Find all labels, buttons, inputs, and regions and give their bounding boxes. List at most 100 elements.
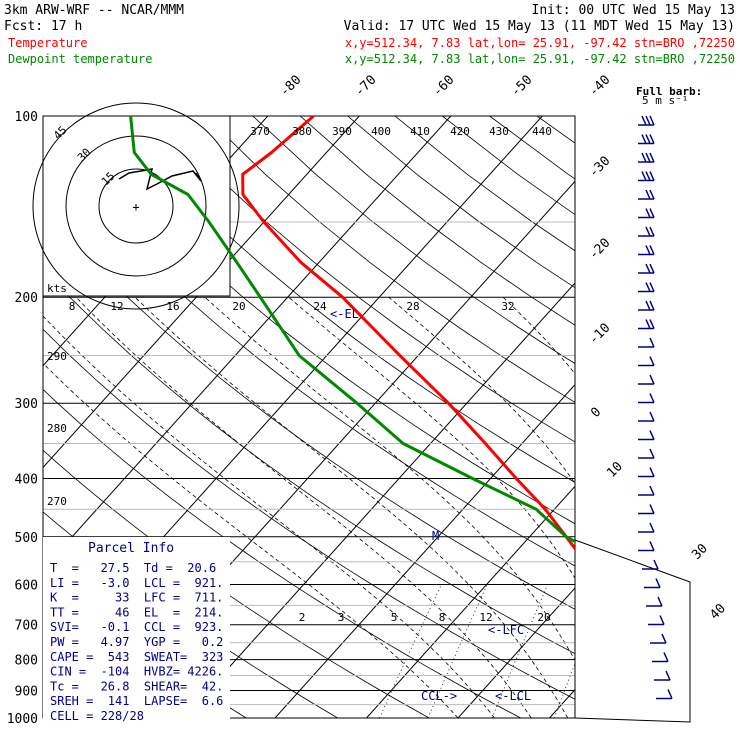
lcl-annotation: <-LCL — [495, 689, 531, 703]
speed-label: 8 — [69, 300, 76, 313]
wind-barb-icon — [644, 578, 661, 589]
theta-label: 410 — [410, 125, 430, 138]
parcel-info-row: T = 27.5 Td = 20.6 — [50, 561, 216, 575]
isotherm-line — [183, 282, 575, 718]
wind-barb-icon — [638, 300, 655, 311]
speed-label: 16 — [166, 300, 179, 313]
plus-icon: + — [132, 200, 139, 214]
isotherm-line — [43, 116, 452, 570]
isotherm-label: -70 — [352, 73, 379, 100]
isotherm-label: -10 — [586, 321, 613, 348]
dry-adiabat-line — [394, 116, 575, 252]
model-title: 3km ARW-WRF -- NCAR/MMM — [4, 3, 184, 18]
dry-adiabat-line — [205, 116, 575, 403]
el-annotation: <-EL — [330, 307, 359, 321]
parcel-info-row: TT = 46 EL = 214. — [50, 605, 223, 619]
isotherm-label: 10 — [604, 459, 626, 481]
wind-barb-icon — [638, 115, 655, 126]
mixing-ratio-label: 2 — [299, 611, 306, 624]
isotherm-label: -20 — [586, 236, 613, 263]
dewpoint-profile — [129, 116, 575, 544]
wind-barb-icon — [656, 689, 673, 700]
moist-adiabat-line — [134, 296, 569, 718]
temperature-legend: Temperature — [8, 36, 87, 50]
barb-panel-outline — [574, 539, 691, 723]
dry-adiabat-line — [584, 116, 740, 718]
wind-barb-column — [638, 115, 673, 700]
pressure-label: 300 — [15, 397, 38, 412]
parcel-info-row: CIN = -104 HVBZ= 4226. — [50, 665, 223, 679]
wind-barb-icon — [638, 356, 655, 367]
wind-barb-icon — [650, 633, 667, 644]
theta-label: 380 — [292, 125, 312, 138]
mixing-ratio-line — [684, 584, 729, 718]
mixing-ratio-label: 12 — [479, 611, 492, 624]
pressure-label: 800 — [15, 654, 38, 669]
pressure-label: 400 — [15, 472, 38, 487]
wind-barb-icon — [638, 430, 655, 441]
speed-label: 20 — [232, 300, 245, 313]
barb-key-line1: Full barb: — [636, 85, 702, 98]
wind-barb-icon — [638, 467, 655, 478]
wind-barb-icon — [638, 541, 655, 552]
pressure-label: 1000 — [7, 712, 38, 727]
dewpoint-legend: Dewpoint temperature — [8, 52, 153, 66]
pressure-label: 500 — [15, 531, 38, 546]
hodograph-trace — [118, 168, 202, 191]
speed-label: 12 — [110, 300, 123, 313]
dewpoint-location: x,y=512.34, 7.83 lat,lon= 25.91, -97.42 … — [345, 52, 735, 66]
moist-adiabat-line — [43, 362, 459, 718]
moist-adiabat-line — [388, 296, 575, 485]
wind-barb-icon — [642, 559, 659, 570]
pressure-label: 900 — [15, 684, 38, 699]
theta-e-label: 290 — [47, 350, 67, 363]
temperature-profile — [241, 116, 575, 552]
hodograph-ring — [65, 135, 207, 277]
mixing-ratio-line — [610, 584, 659, 718]
parcel-info-row: SVI= -0.1 CCL = 923. — [50, 620, 223, 634]
theta-label: 440 — [532, 125, 552, 138]
theta-label: 400 — [371, 125, 391, 138]
parcel-info-row: SREH = 141 LAPSE= 6.6 — [50, 694, 223, 708]
dry-adiabat-line — [442, 116, 575, 216]
hodograph-ring — [32, 102, 240, 310]
wind-barb-icon — [638, 393, 655, 404]
moist-adiabat-line — [719, 297, 740, 718]
isotherm-line — [274, 383, 575, 718]
hodograph-ring — [98, 168, 174, 244]
moist-adiabat-line — [288, 296, 575, 579]
mixing-ratio-label: 5 — [391, 611, 398, 624]
wind-barb-icon — [654, 670, 671, 681]
sounding-profiles — [129, 116, 575, 552]
wind-barb-icon — [648, 615, 665, 626]
wind-barb-icon — [638, 522, 655, 533]
wind-barb-icon — [652, 652, 669, 663]
speed-label: 32 — [501, 300, 514, 313]
isotherm-label: -30 — [586, 154, 613, 181]
wind-barb-icon — [638, 319, 655, 330]
wind-barb-icon — [638, 152, 655, 163]
barb-key-line2: 5 m s⁻¹ — [642, 94, 688, 107]
dry-adiabat-line — [632, 116, 740, 718]
isotherm-label: 40 — [707, 601, 729, 623]
parcel-info-row: CAPE = 543 SWEAT= 323 — [50, 650, 223, 664]
wind-barb-icon — [638, 263, 655, 274]
mixing-ratio-label: 8 — [439, 611, 446, 624]
wind-barb-icon — [638, 282, 655, 293]
theta-e-label: 270 — [47, 495, 67, 508]
wind-barb-icon — [638, 171, 655, 182]
theta-label: 420 — [450, 125, 470, 138]
isotherm-line — [43, 116, 360, 469]
theta-e-label: 280 — [47, 422, 67, 435]
kts-label: kts — [47, 282, 67, 295]
mixing-ratio-label: 20 — [537, 611, 550, 624]
isotherm-label: -80 — [277, 73, 304, 100]
parcel-info-row: LI = -3.0 LCL = 921. — [50, 576, 223, 590]
wind-barb-icon — [638, 226, 655, 237]
hodograph-frame — [42, 115, 231, 297]
wind-barb-icon — [638, 245, 655, 256]
ccl-annotation: CCL-> — [421, 689, 457, 703]
isotherm-label: -50 — [508, 73, 535, 100]
isotherm-label: -60 — [430, 73, 457, 100]
